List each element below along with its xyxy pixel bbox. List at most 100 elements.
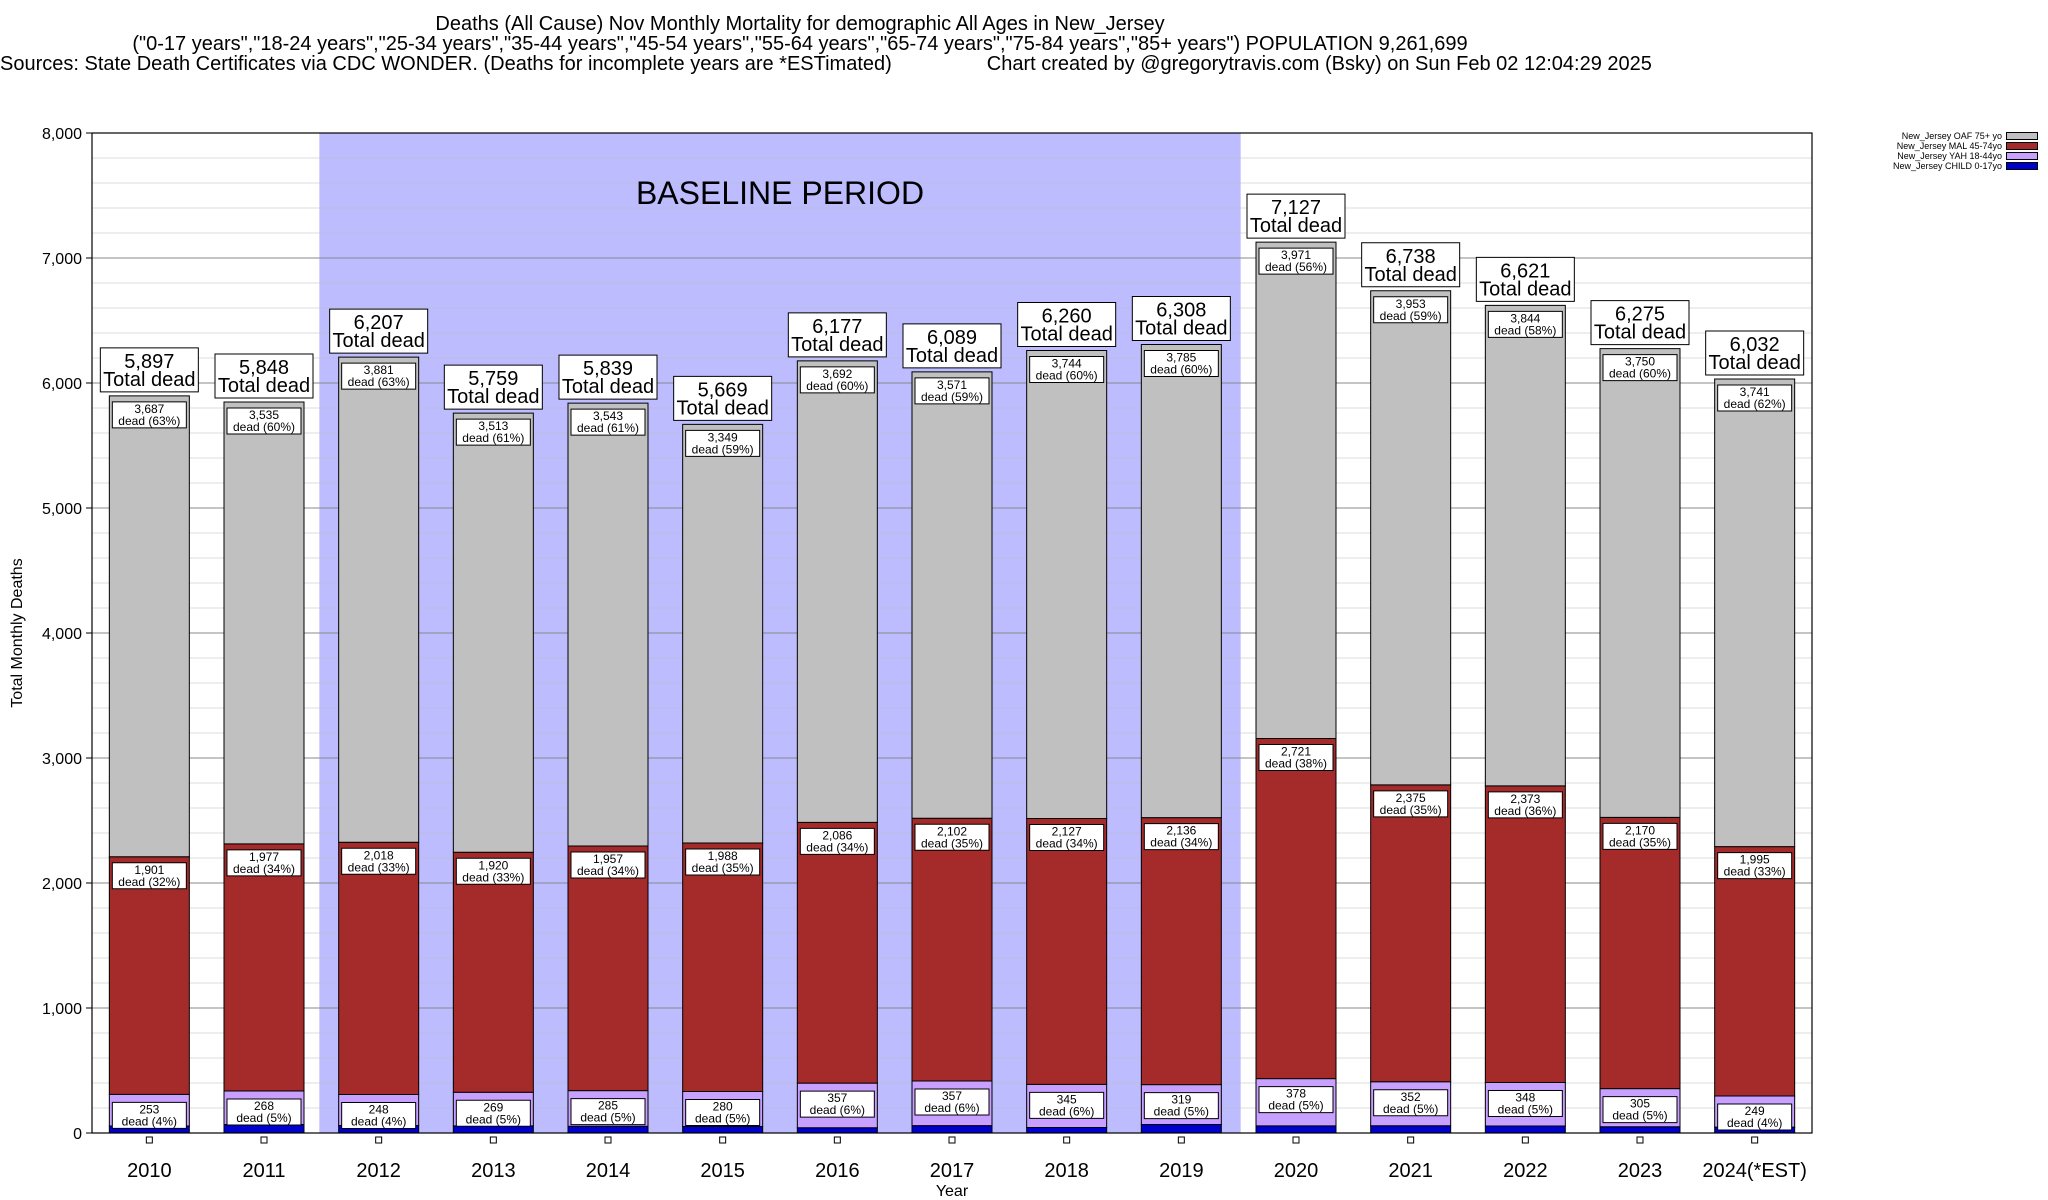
baseline-period-label: BASELINE PERIOD — [636, 175, 924, 211]
segment-percent-label: dead (6%) — [1039, 1104, 1094, 1118]
total-suffix-label: Total dead — [1021, 324, 1113, 346]
segment-percent-label: dead (4%) — [122, 1114, 177, 1128]
segment-percent-label: dead (36%) — [1494, 804, 1556, 818]
bar-segment — [339, 357, 419, 842]
bar-segment — [453, 1126, 533, 1133]
legend-label-oaf: New_Jersey OAF 75+ yo — [1902, 132, 2002, 141]
y-tick-label: 0 — [73, 1126, 82, 1143]
segment-percent-label: dead (35%) — [1380, 803, 1442, 817]
x-tick-label: 2019 — [1159, 1160, 1204, 1182]
x-tick-marker — [146, 1137, 152, 1143]
bar-segment — [339, 842, 419, 1094]
total-suffix-label: Total dead — [218, 375, 310, 397]
bar-segment — [1485, 1126, 1565, 1133]
segment-percent-label: dead (61%) — [577, 421, 639, 435]
segment-percent-label: dead (4%) — [351, 1115, 406, 1129]
bar-segment — [568, 1126, 648, 1133]
x-tick-marker — [834, 1137, 840, 1143]
bar-segment — [109, 857, 189, 1095]
segment-percent-label: dead (34%) — [1036, 837, 1098, 851]
x-tick-label: 2024(*EST) — [1702, 1160, 1807, 1182]
bar-segment — [1256, 739, 1336, 1079]
bar-segment — [1371, 785, 1451, 1082]
bar-segment — [224, 402, 304, 844]
segment-percent-label: dead (5%) — [1498, 1103, 1553, 1117]
x-tick-label: 2022 — [1503, 1160, 1548, 1182]
segment-percent-label: dead (59%) — [692, 442, 754, 456]
total-suffix-label: Total dead — [677, 397, 769, 419]
bar-segment — [1141, 818, 1221, 1085]
bar-segment — [1027, 1128, 1107, 1134]
x-tick-marker — [1178, 1137, 1184, 1143]
segment-percent-label: dead (60%) — [1609, 367, 1671, 381]
x-tick-label: 2013 — [471, 1160, 516, 1182]
segment-percent-label: dead (61%) — [462, 431, 524, 445]
x-tick-marker — [376, 1137, 382, 1143]
legend-item-child: New_Jersey CHILD 0-17yo — [1893, 161, 2038, 171]
total-suffix-label: Total dead — [906, 345, 998, 367]
bar-segment — [453, 413, 533, 852]
x-tick-marker — [949, 1137, 955, 1143]
bar-segment — [1600, 817, 1680, 1088]
x-tick-label: 2010 — [127, 1160, 172, 1182]
segment-percent-label: dead (33%) — [1724, 865, 1786, 879]
bar-segment — [1141, 1125, 1221, 1134]
legend-label-child: New_Jersey CHILD 0-17yo — [1893, 162, 2002, 171]
x-tick-label: 2014 — [586, 1160, 631, 1182]
chart-legend: New_Jersey OAF 75+ yo New_Jersey MAL 45-… — [1893, 131, 2038, 171]
segment-percent-label: dead (5%) — [695, 1112, 750, 1126]
segment-percent-label: dead (59%) — [921, 390, 983, 404]
y-tick-label: 5,000 — [42, 501, 82, 518]
bar-segment — [683, 424, 763, 843]
x-tick-marker — [1752, 1137, 1758, 1143]
legend-swatch-child — [2006, 162, 2038, 170]
bar-segment — [1371, 1126, 1451, 1133]
segment-percent-label: dead (63%) — [348, 375, 410, 389]
segment-percent-label: dead (60%) — [806, 379, 868, 393]
segment-percent-label: dead (56%) — [1265, 260, 1327, 274]
y-tick-label: 7,000 — [42, 251, 82, 268]
segment-percent-label: dead (35%) — [692, 861, 754, 875]
x-tick-marker — [261, 1137, 267, 1143]
bar-segment — [453, 852, 533, 1092]
y-tick-label: 8,000 — [42, 126, 82, 143]
x-tick-label: 2015 — [700, 1160, 745, 1182]
bar-segment — [912, 818, 992, 1081]
bar-segment — [1371, 291, 1451, 785]
y-tick-label: 2,000 — [42, 876, 82, 893]
x-tick-label: 2018 — [1044, 1160, 1089, 1182]
legend-label-mal: New_Jersey MAL 45-74yo — [1897, 142, 2002, 151]
segment-percent-label: dead (38%) — [1265, 757, 1327, 771]
segment-percent-label: dead (63%) — [118, 414, 180, 428]
segment-percent-label: dead (59%) — [1380, 309, 1442, 323]
bar-segment — [1256, 1126, 1336, 1133]
legend-item-oaf: New_Jersey OAF 75+ yo — [1893, 131, 2038, 141]
bar-segment — [912, 372, 992, 818]
bar-segment — [797, 1128, 877, 1133]
segment-percent-label: dead (5%) — [1154, 1105, 1209, 1119]
total-suffix-label: Total dead — [333, 330, 425, 352]
segment-percent-label: dead (60%) — [233, 420, 295, 434]
total-suffix-label: Total dead — [562, 376, 654, 398]
bar-segment — [1600, 1127, 1680, 1133]
x-tick-label: 2016 — [815, 1160, 860, 1182]
segment-percent-label: dead (34%) — [577, 864, 639, 878]
segment-percent-label: dead (34%) — [806, 840, 868, 854]
bar-segment — [1027, 819, 1107, 1085]
segment-percent-label: dead (33%) — [348, 860, 410, 874]
bar-segment — [1027, 351, 1107, 819]
x-tick-marker — [605, 1137, 611, 1143]
x-tick-marker — [1408, 1137, 1414, 1143]
y-tick-label: 1,000 — [42, 1001, 82, 1018]
bar-segment — [1485, 786, 1565, 1083]
total-suffix-label: Total dead — [103, 369, 195, 391]
legend-item-mal: New_Jersey MAL 45-74yo — [1893, 141, 2038, 151]
x-tick-label: 2011 — [242, 1160, 285, 1182]
legend-item-yah: New_Jersey YAH 18-44yo — [1893, 151, 2038, 161]
total-suffix-label: Total dead — [447, 386, 539, 408]
x-tick-label: 2012 — [356, 1160, 401, 1182]
segment-percent-label: dead (5%) — [1268, 1099, 1323, 1113]
segment-percent-label: dead (60%) — [1150, 363, 1212, 377]
legend-swatch-mal — [2006, 142, 2038, 150]
bar-segment — [109, 396, 189, 857]
